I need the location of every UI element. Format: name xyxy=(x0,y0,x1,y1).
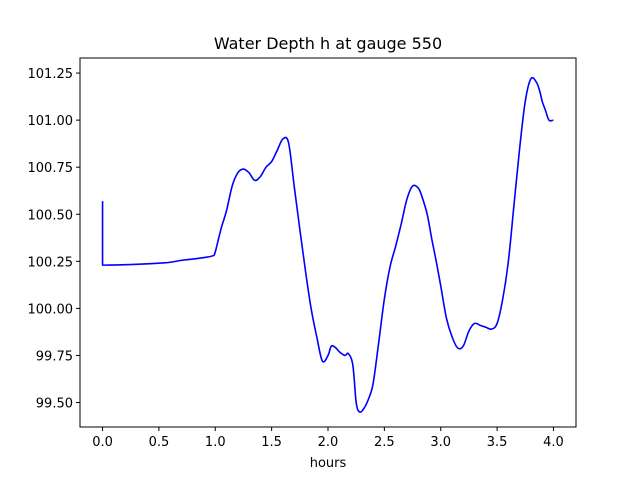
y-tick-label: 100.00 xyxy=(28,302,74,317)
x-tick-label: 2.5 xyxy=(374,435,395,450)
x-tick-label: 0.5 xyxy=(149,435,170,450)
y-tick-label: 99.75 xyxy=(36,349,73,364)
y-tick-label: 101.00 xyxy=(28,114,74,129)
y-tick-label: 101.25 xyxy=(28,67,74,82)
plot-area xyxy=(101,76,554,413)
chart-title: Water Depth h at gauge 550 xyxy=(214,34,442,53)
plot-frame xyxy=(79,57,577,428)
y-axis: 99.50 99.75 100.00 100.25 100.50 100.75 101.00… xyxy=(28,67,80,412)
x-axis-label: hours xyxy=(310,456,347,471)
x-tick-label: 3.5 xyxy=(487,435,508,450)
series-line xyxy=(101,76,554,413)
y-tick-label: 100.50 xyxy=(28,208,74,223)
y-tick-label: 99.50 xyxy=(36,397,73,412)
x-tick-label: 1.0 xyxy=(205,435,226,450)
x-tick-label: 3.0 xyxy=(430,435,451,450)
x-tick-label: 4.0 xyxy=(543,435,564,450)
y-tick-label: 100.25 xyxy=(28,255,74,270)
x-tick-label: 2.0 xyxy=(318,435,339,450)
x-tick-label: 0.0 xyxy=(92,435,113,450)
y-tick-label: 100.75 xyxy=(28,161,74,176)
x-tick-label: 1.5 xyxy=(261,435,282,450)
x-axis: 0.0 0.5 1.0 1.5 2.0 2.5 3.0 3.5 4.0 xyxy=(92,427,564,450)
